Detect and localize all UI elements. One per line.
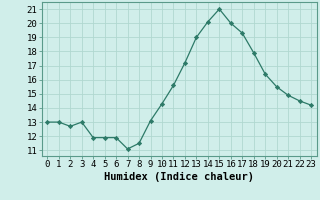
X-axis label: Humidex (Indice chaleur): Humidex (Indice chaleur) [104, 172, 254, 182]
